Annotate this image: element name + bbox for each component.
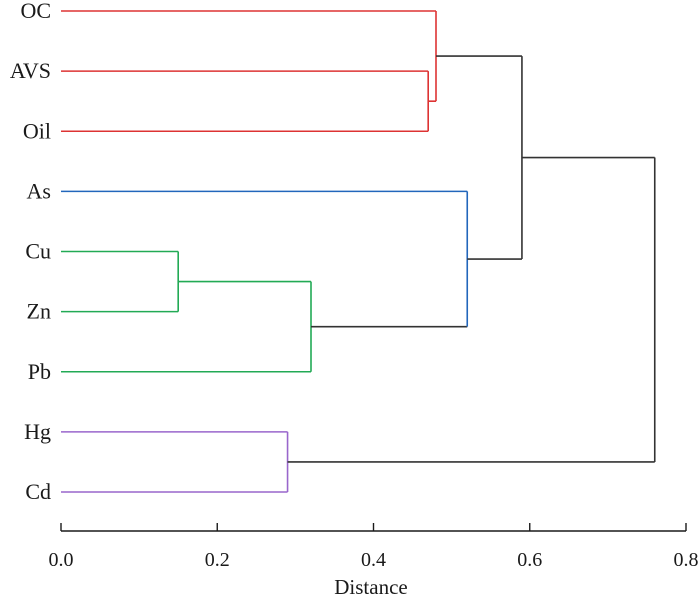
leaf-label-cd: Cd xyxy=(25,479,51,504)
leaf-label-oil: Oil xyxy=(23,118,51,143)
leaf-label-oc: OC xyxy=(20,0,51,23)
leaf-label-as: As xyxy=(27,178,51,203)
dendrogram-links xyxy=(61,10,656,493)
leaf-label-cu: Cu xyxy=(25,239,51,264)
x-axis-title: Distance xyxy=(334,575,407,599)
x-tick-label-0: 0.0 xyxy=(49,549,74,571)
leaf-label-avs: AVS xyxy=(10,58,51,83)
x-tick-label-3: 0.6 xyxy=(517,549,542,571)
x-tick-label-2: 0.4 xyxy=(361,549,386,571)
x-tick-label-4: 0.8 xyxy=(674,549,699,571)
leaf-label-hg: Hg xyxy=(24,419,51,444)
x-axis-ticks: 0.0 0.2 0.4 0.6 0.8 xyxy=(49,523,699,571)
leaf-label-zn: Zn xyxy=(27,299,51,324)
x-tick-label-1: 0.2 xyxy=(205,549,230,571)
x-axis: 0.0 0.2 0.4 0.6 0.8 xyxy=(49,523,699,571)
leaf-label-pb: Pb xyxy=(28,359,51,384)
leaf-labels: OC AVS Oil As Cu Zn Pb Hg Cd xyxy=(10,0,51,504)
